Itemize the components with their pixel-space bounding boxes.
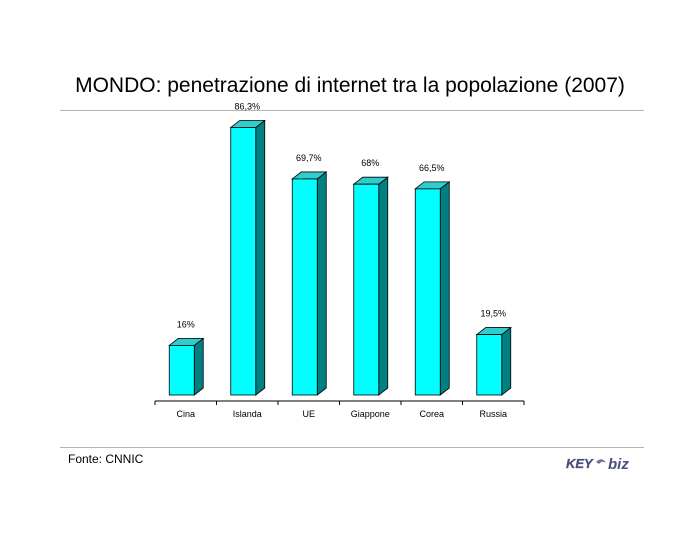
x-tick-label: Giappone [351,409,390,419]
x-tick-label: Russia [479,409,507,419]
data-label: 68% [361,158,379,168]
data-label: 86,3% [234,101,260,111]
bar-side [193,337,204,396]
bar-side [501,326,512,396]
key4biz-logo: KEY biz [566,456,629,473]
source-note: Fonte: CNNIC [68,452,144,466]
x-tick-label: Cina [176,409,195,419]
title-divider [60,110,644,111]
bar [353,183,380,396]
bar-chart: 16% Cina 86,3% Islanda 69,7% UE 68% Giappone 66,… [154,101,525,419]
data-label: 66,5% [419,163,445,173]
bar [414,188,441,396]
x-tick-label: Corea [419,409,444,419]
data-label: 16% [177,319,195,329]
logo-biz-text: biz [608,456,629,473]
bar-side [316,171,327,396]
x-tick-label: UE [302,409,315,419]
bar [168,344,195,396]
bar [230,127,257,396]
footer-divider [60,447,644,448]
page-title: MONDO: penetrazione di internet tra la p… [75,74,625,97]
logo-swoosh-icon [596,459,606,464]
bar [291,178,318,396]
data-label: 69,7% [296,153,322,163]
data-label: 19,5% [480,309,506,319]
x-tick-label: Islanda [233,409,262,419]
bar-side [255,119,266,396]
bar-side [439,181,450,396]
bar-side [378,176,389,396]
bar [476,334,503,396]
logo-key-text: KEY [566,456,594,471]
